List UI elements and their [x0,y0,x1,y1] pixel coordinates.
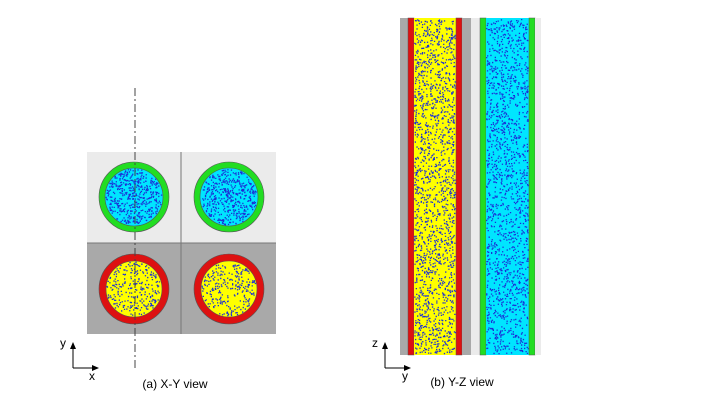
wall [400,18,408,355]
axis-label: y [402,369,408,383]
particles [105,169,257,317]
caption: (b) Y-Z view [430,375,494,389]
red-wall [455,17,463,356]
yz-view: z y (b) Y-Z view [372,17,541,389]
green-wall [479,17,487,356]
green-wall [528,17,536,356]
wall [462,18,471,355]
caption: (a) X-Y view [142,377,207,391]
axis-label: x [89,369,95,383]
yellow-core [200,260,258,318]
particle-dots [105,169,257,317]
wall [471,18,480,355]
xy-view: y x (a) X-Y view [60,88,276,391]
axis-label: z [372,336,378,350]
particle-dots [414,19,529,355]
red-wall [407,17,415,356]
axis-label: y [60,336,66,350]
particles [414,19,529,355]
wall [535,18,541,355]
